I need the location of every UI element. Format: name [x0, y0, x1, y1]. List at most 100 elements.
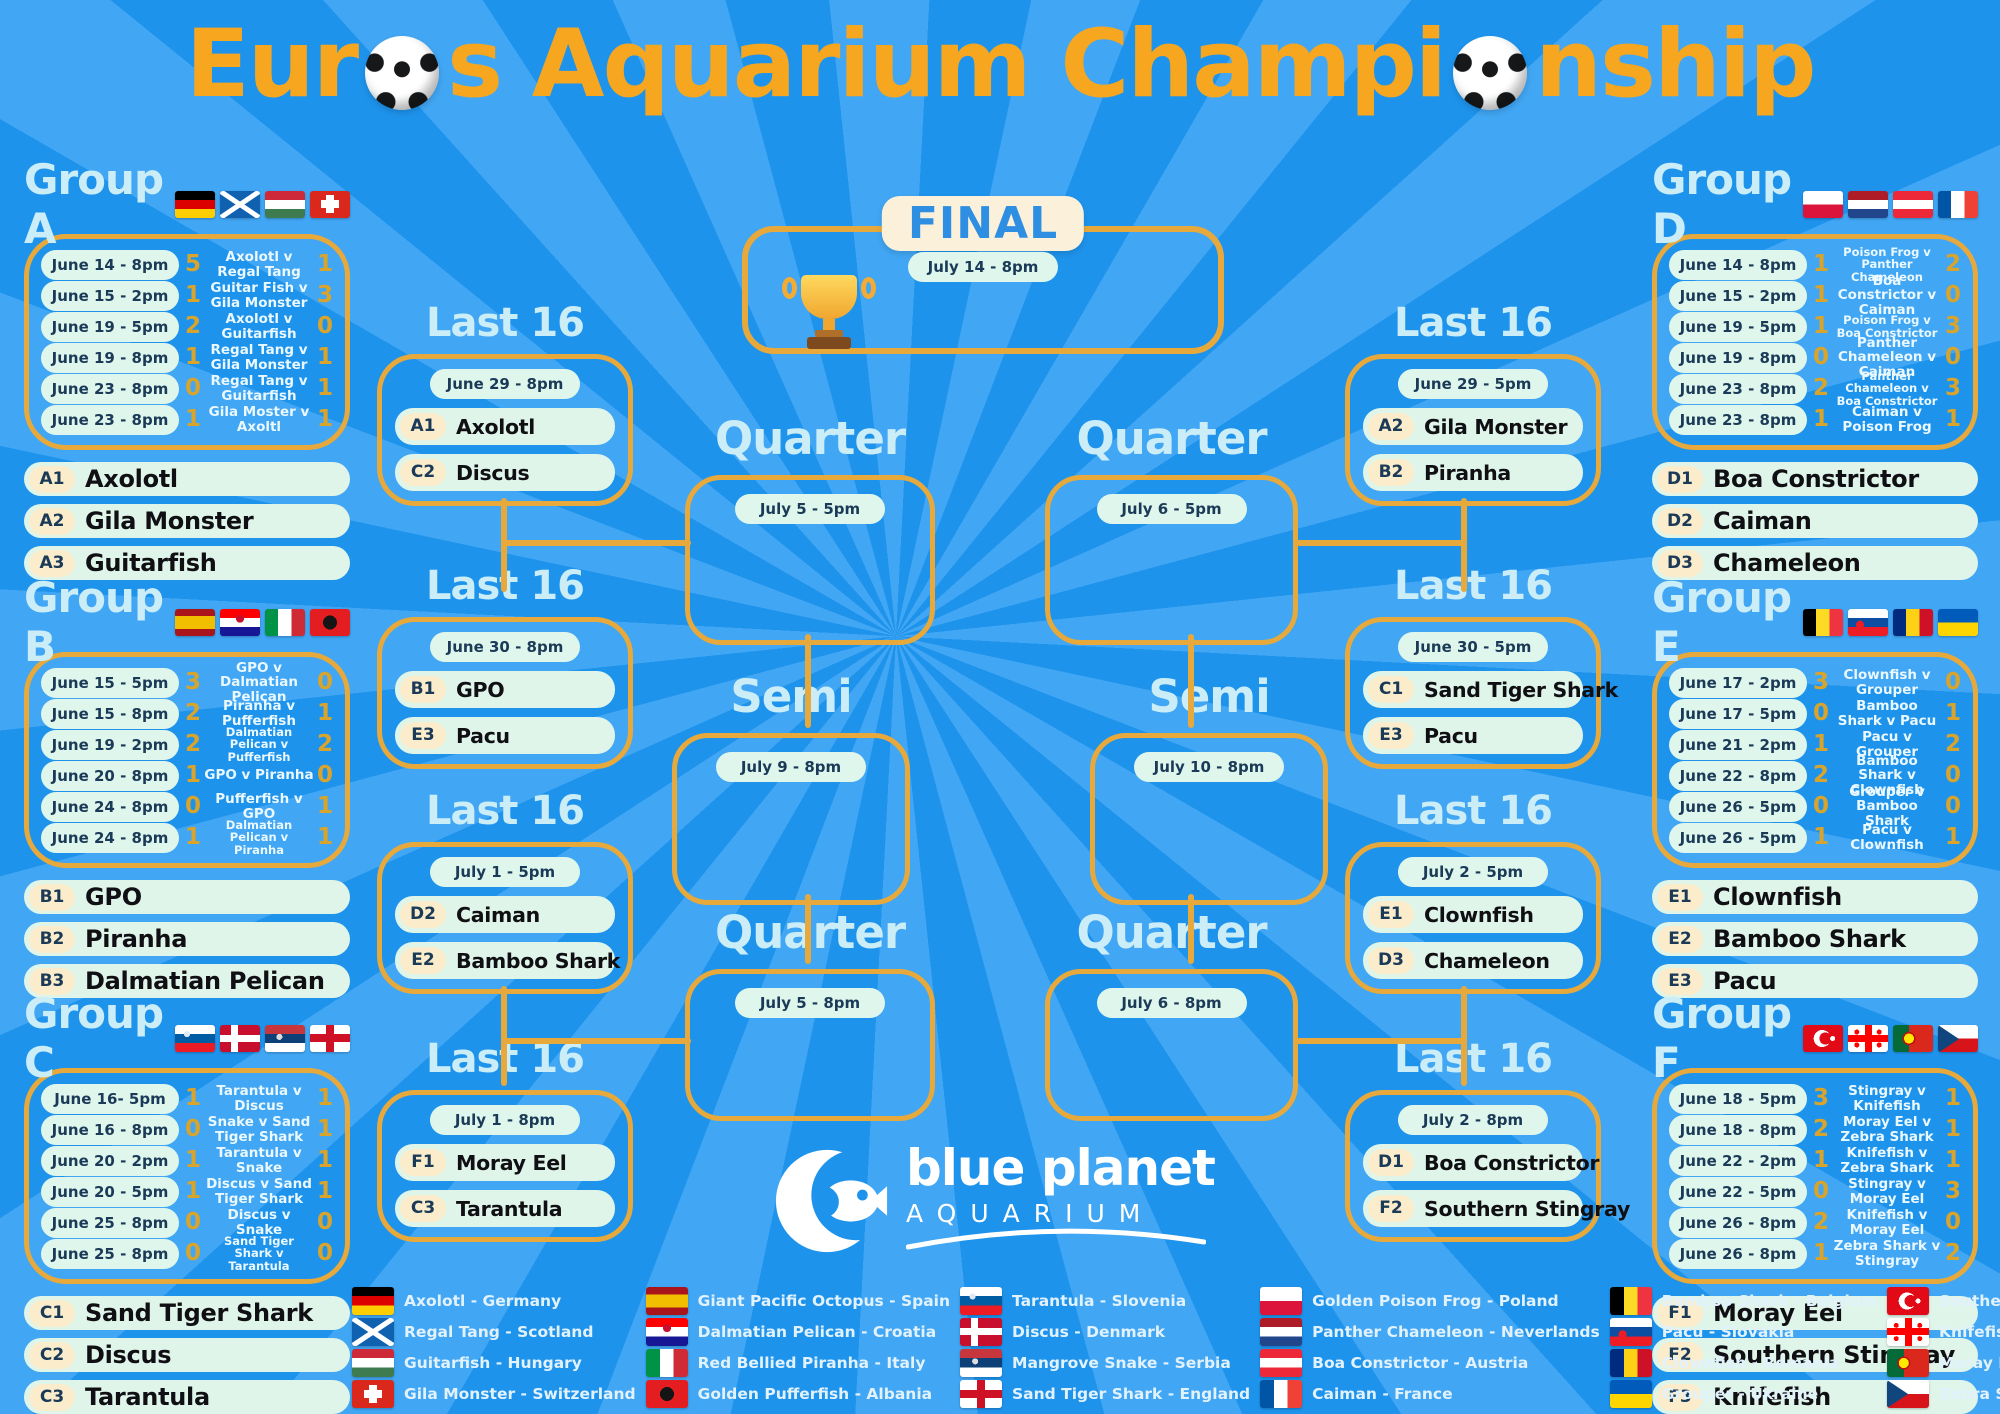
home-score: 0: [185, 1116, 202, 1142]
flag-italy-icon: [645, 1348, 688, 1377]
seed-badge: E3: [1657, 967, 1703, 995]
legend-item: Clownfish - Romania: [1609, 1348, 1877, 1377]
flag-spain-icon: [175, 608, 215, 636]
group-section: Group D June 14 - 8pm 1 Poison Frog v Pa…: [1652, 155, 1978, 580]
match-date: July 5 - 5pm: [735, 494, 885, 524]
match-date: June 24 - 8pm: [41, 791, 179, 822]
flag-germany-icon: [352, 1286, 394, 1315]
home-score: 0: [185, 375, 202, 401]
legend-label: Gila Monster - Switzerland: [404, 1384, 636, 1403]
team-row: D3 Chameleon: [1652, 546, 1978, 580]
seed-badge: C3: [400, 1195, 446, 1222]
fixture-text: GPO v Piranha: [204, 767, 314, 784]
flag-france-icon: [1938, 190, 1978, 218]
away-score: 1: [316, 1116, 333, 1142]
title-segment-2: s Aquarium Champi: [447, 10, 1447, 119]
fixture-text: Gila Moster v Axoltl: [208, 404, 310, 435]
flag-denmark-icon: [220, 1024, 260, 1052]
team-row: A1 Axolotl: [24, 462, 350, 496]
flag-hungary-icon: [265, 190, 305, 218]
match-date: July 6 - 8pm: [1096, 988, 1247, 1018]
quarter-final-1: Quarter July 5 - 5pm: [685, 412, 935, 645]
home-score: 1: [185, 406, 202, 432]
match-date: June 26 - 8pm: [1669, 1207, 1807, 1238]
seed-badge: D2: [400, 901, 446, 928]
match-row: June 18 - 5pm 3 Stingray v Knifefish 1: [1669, 1083, 1961, 1114]
last16-box: June 30 - 8pm B1 GPO E3 Pacu: [377, 617, 633, 769]
team-name: Caiman: [1713, 507, 1812, 535]
flag-czech-republic-icon: [1938, 1024, 1978, 1052]
match-result: 2 Dalmatian Pelican v Pufferfish 2: [185, 726, 333, 762]
fixture-text: Bamboo Shark v Pacu: [1837, 698, 1937, 729]
legend-item: Tarantula - Slovenia: [960, 1286, 1250, 1315]
fixture-text: Pufferfish v GPO: [215, 791, 303, 822]
team-name: Dalmatian Pelican: [85, 967, 325, 995]
last16-tie: Last 16 June 29 - 8pm A1 Axolotl C2 Disc…: [377, 300, 633, 506]
match-result: 1 Discus v Sand Tiger Shark 1: [185, 1177, 333, 1206]
match-row: June 19 - 8pm 1 Regal Tang v Gila Monste…: [41, 342, 333, 373]
away-score: 3: [1944, 375, 1961, 401]
team-row: D1 Boa Constrictor: [1363, 1144, 1599, 1181]
home-score: 1: [1813, 731, 1830, 757]
connector-line: [805, 894, 811, 964]
home-score: 2: [1813, 762, 1830, 788]
match-result: 2 Knifefish v Moray Eel 0: [1813, 1208, 1961, 1237]
legend-label: Golden Pufferfish - Albania: [697, 1384, 933, 1403]
match-date: June 26 - 5pm: [1669, 791, 1807, 822]
seed-badge: F3: [1657, 1383, 1703, 1411]
legend-label: Caiman - France: [1312, 1384, 1453, 1403]
soccer-ball-icon: [365, 35, 440, 110]
team-row: D3 Chameleon: [1363, 942, 1583, 979]
tie-teams: D2 Caiman E2 Bamboo Shark: [395, 896, 620, 979]
legend-item: Regal Tang - Scotland: [352, 1317, 636, 1346]
match-row: June 23 - 8pm 0 Regal Tang v Guitarfish …: [41, 373, 333, 404]
fixture-text: Discus v Snake: [227, 1207, 291, 1238]
team-name: Guitarfish: [85, 549, 217, 577]
soccer-ball-icon: [1453, 35, 1528, 110]
connector-line: [1296, 1038, 1467, 1044]
flag-switzerland-icon: [352, 1379, 394, 1408]
match-date: June 15 - 5pm: [41, 667, 179, 698]
flag-austria-icon: [1260, 1348, 1303, 1377]
away-score: 3: [1944, 313, 1961, 339]
team-row: C2 Discus: [24, 1338, 350, 1372]
match-row: June 26 - 8pm 2 Knifefish v Moray Eel 0: [1669, 1207, 1961, 1238]
home-score: 1: [185, 282, 202, 308]
tie-teams: A1 Axolotl C2 Discus: [395, 408, 615, 491]
match-result: 0 Snake v Sand Tiger Shark 1: [185, 1115, 333, 1144]
flag-switzerland-icon: [310, 190, 350, 218]
flag-croatia-icon: [220, 608, 260, 636]
legend-label: Southern Stingray - Turkey: [1939, 1291, 2000, 1310]
flag-croatia-icon: [645, 1317, 688, 1346]
match-date: July 9 - 8pm: [716, 752, 866, 782]
seed-badge: E3: [1368, 722, 1414, 749]
legend-label: Pacu - Slovakia: [1661, 1322, 1795, 1341]
match-row: June 14 - 8pm 5 Axolotl v Regal Tang 1: [41, 249, 333, 280]
fixture-text: Regal Tang v Gila Monster: [210, 342, 308, 373]
seed-badge: E1: [1368, 901, 1414, 928]
away-score: 1: [1944, 824, 1961, 850]
seed-badge: E3: [400, 722, 446, 749]
fixture-text: Zebra Shark v Stingray: [1833, 1238, 1941, 1269]
match-date: June 14 - 8pm: [41, 249, 179, 280]
match-row: June 16 - 8pm 0 Snake v Sand Tiger Shark…: [41, 1114, 333, 1145]
round-label: Quarter: [1076, 906, 1267, 959]
quarter-final-4: Quarter July 6 - 8pm: [1045, 906, 1298, 1121]
match-result: 1 Guitar Fish v Gila Monster 3: [185, 281, 333, 310]
match-date: June 19 - 5pm: [1669, 311, 1807, 342]
tie-teams: D1 Boa Constrictor F2 Southern Stingray: [1363, 1144, 1630, 1227]
legend-item: Knifefish - Georgia: [1887, 1317, 2000, 1346]
legend-label: Boa Constrictor - Austria: [1312, 1353, 1529, 1372]
last16-tie: Last 16 June 30 - 5pm C1 Sand Tiger Shar…: [1345, 563, 1618, 769]
match-date: July 1 - 5pm: [430, 857, 580, 887]
home-score: 2: [185, 700, 202, 726]
team-name: Piranha: [85, 925, 188, 953]
team-name: GPO: [456, 677, 505, 702]
match-result: 1 Pacu v Grouper 2: [1813, 730, 1961, 759]
team-row: C3 Tarantula: [395, 1190, 615, 1227]
team-name: Southern Stingray: [1424, 1196, 1631, 1221]
team-name: Clownfish: [1424, 902, 1534, 927]
home-score: 1: [1813, 1147, 1830, 1173]
match-result: 1 Pacu v Clownfish 1: [1813, 823, 1961, 852]
